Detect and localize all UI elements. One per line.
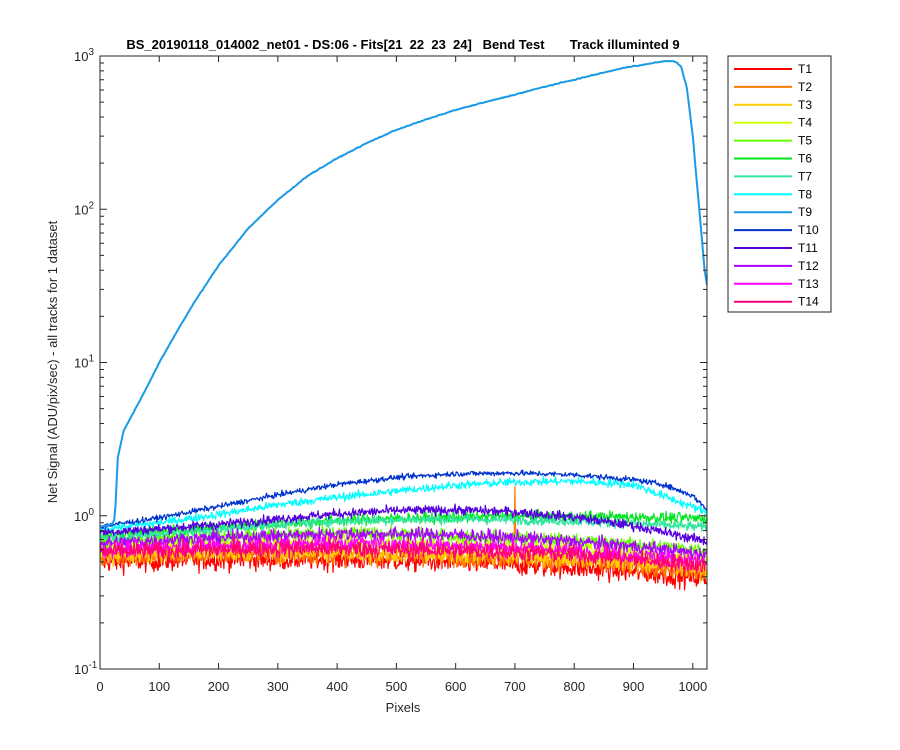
legend-label-t3: T3	[798, 98, 812, 112]
series-layer	[100, 59, 707, 591]
legend-label-t2: T2	[798, 80, 812, 94]
series-line-t11	[100, 503, 707, 546]
legend-box	[727, 55, 832, 313]
y-tick-label: 100	[74, 507, 94, 524]
series-line-t14	[100, 536, 707, 574]
legend-label-t9: T9	[798, 205, 812, 219]
legend-label-t6: T6	[798, 152, 812, 166]
x-tick-label: 700	[504, 679, 526, 694]
x-tick-label: 800	[563, 679, 585, 694]
y-tick-label: 102	[74, 200, 94, 217]
legend-label-t4: T4	[798, 116, 812, 130]
series-line-t9	[100, 59, 707, 528]
axis-ticks: 0 100 200 300 400 500 600 700 800 900 1000 10-1 100 1…	[74, 47, 707, 694]
legend-label-t1: T1	[798, 62, 812, 76]
x-tick-label: 200	[208, 679, 230, 694]
x-tick-label: 600	[445, 679, 467, 694]
legend-label-t12: T12	[798, 259, 819, 273]
series-line-t10	[100, 469, 707, 530]
y-tick-label: 101	[74, 354, 94, 371]
legend-label-t5: T5	[798, 134, 812, 148]
x-axis-label: Pixels	[386, 700, 421, 715]
x-tick-label: 900	[623, 679, 645, 694]
x-tick-label: 100	[148, 679, 170, 694]
legend-label-t13: T13	[798, 277, 819, 291]
x-tick-label: 1000	[678, 679, 707, 694]
x-tick-label: 300	[267, 679, 289, 694]
legend-label-t11: T11	[798, 241, 818, 255]
x-tick-label: 400	[326, 679, 348, 694]
legend-label-t14: T14	[798, 295, 819, 309]
y-axis-label: Net Signal (ADU/pix/sec) - all tracks fo…	[45, 220, 60, 503]
x-tick-label: 500	[386, 679, 408, 694]
legend-label-t8: T8	[798, 187, 812, 201]
chart-title: BS_20190118_014002_net01 - DS:06 - Fits[…	[126, 37, 679, 52]
legend: T1 T2 T3 T4 T5 T6 T7 T8 T9 T10 T11 T12 T13 T14	[727, 55, 832, 313]
legend-label-t10: T10	[798, 223, 819, 237]
y-tick-label: 103	[74, 47, 94, 64]
series-line-t8	[100, 475, 707, 535]
plot-area	[100, 56, 707, 669]
legend-label-t7: T7	[798, 169, 812, 183]
y-tick-label: 10-1	[74, 660, 98, 677]
x-tick-label: 0	[96, 679, 103, 694]
